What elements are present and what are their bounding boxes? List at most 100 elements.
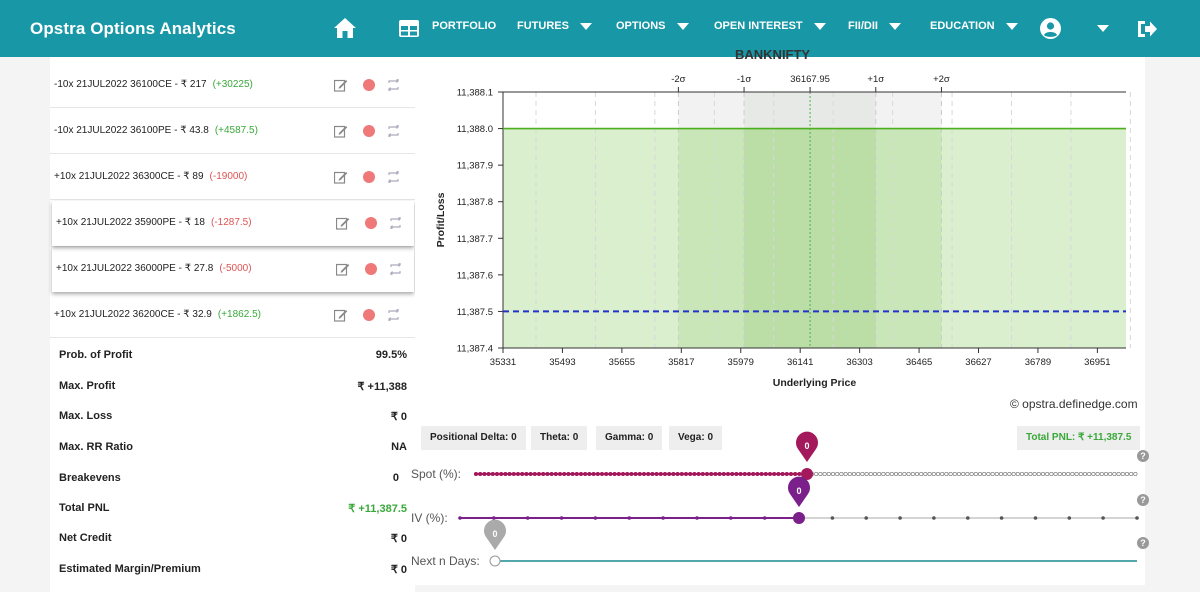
- spot-slider-step: [503, 471, 508, 477]
- spot-slider-step: [616, 471, 621, 477]
- nav-education[interactable]: EDUCATION: [930, 20, 1018, 32]
- nav-open-interest-label: OPEN INTEREST: [714, 20, 803, 32]
- swap-icon[interactable]: [386, 308, 401, 322]
- x-tick-label: 36627: [965, 357, 991, 368]
- spot-slider-step: [1120, 471, 1125, 477]
- help-icon[interactable]: ?: [1137, 494, 1149, 506]
- iv-slider-step: [932, 516, 936, 520]
- spot-slider-step: [793, 471, 798, 477]
- spot-slider-step: [763, 471, 768, 477]
- spot-slider-step: [751, 471, 756, 477]
- nav-fii-dii[interactable]: FII/DII: [848, 20, 901, 32]
- spot-slider-step: [549, 471, 554, 477]
- nav-open-interest[interactable]: OPEN INTEREST: [714, 20, 826, 32]
- spot-slider-step: [893, 471, 899, 477]
- edit-icon[interactable]: [336, 262, 350, 276]
- edit-icon[interactable]: [334, 308, 348, 322]
- spot-slider-step: [532, 471, 537, 477]
- help-icon[interactable]: ?: [1137, 537, 1149, 549]
- spot-slider-step: [759, 471, 764, 477]
- spot-slider-step: [1024, 471, 1029, 477]
- iv-slider-handle[interactable]: [793, 512, 805, 524]
- spot-slider-step: [696, 471, 701, 477]
- spot-slider-step: [494, 471, 500, 477]
- logout-icon[interactable]: [1136, 19, 1158, 39]
- spot-slider-step: [931, 471, 936, 477]
- toggle-leg-dot[interactable]: [365, 263, 377, 275]
- spot-slider-step: [646, 471, 651, 477]
- swap-icon[interactable]: [388, 216, 403, 230]
- simulation-controls: Positional Delta: 0 Theta: 0 Gamma: 0 Ve…: [411, 417, 1149, 585]
- credit-text: © opstra.definedge.com: [1010, 397, 1138, 411]
- spot-slider-step: [583, 471, 588, 477]
- swap-icon[interactable]: [386, 170, 401, 184]
- spot-slider-step: [1040, 471, 1046, 477]
- days-slider-label: Next n Days:: [411, 554, 480, 568]
- y-tick-label: 11,387.9: [457, 161, 493, 172]
- iv-slider-step: [492, 516, 496, 520]
- days-slider-handle[interactable]: [489, 555, 501, 567]
- spot-slider-step: [654, 471, 659, 477]
- spot-slider-step: [713, 471, 718, 477]
- nav-options[interactable]: OPTIONS: [616, 20, 689, 32]
- user-menu-chevron-icon[interactable]: [1097, 25, 1109, 32]
- nav-futures-label: FUTURES: [517, 20, 569, 32]
- spot-slider-step: [1074, 471, 1079, 477]
- spot-slider-step: [1070, 471, 1075, 477]
- leg-label: +10x 21JUL2022 36300CE - ₹ 89 (-19000): [54, 171, 247, 182]
- spot-slider-step: [784, 471, 789, 477]
- app-title[interactable]: Opstra Options Analytics: [30, 19, 236, 38]
- spot-slider-step: [902, 471, 907, 477]
- sigma-label: 36167.95: [790, 74, 830, 85]
- swap-icon[interactable]: [388, 262, 403, 276]
- swap-icon[interactable]: [386, 78, 401, 92]
- position-leg-row: +10x 21JUL2022 36300CE - ₹ 89 (-19000): [50, 155, 415, 200]
- toggle-leg-dot[interactable]: [363, 125, 375, 137]
- toggle-leg-dot[interactable]: [365, 217, 377, 229]
- nav-education-label: EDUCATION: [930, 20, 995, 32]
- edit-icon[interactable]: [334, 170, 348, 184]
- edit-icon[interactable]: [334, 124, 348, 138]
- user-account-icon[interactable]: [1040, 18, 1061, 39]
- chart-title: BANKNIFTY: [735, 47, 811, 62]
- spot-slider-step: [864, 471, 869, 477]
- iv-slider-step: [898, 516, 902, 520]
- help-icon[interactable]: ?: [1137, 450, 1149, 462]
- spot-slider-step: [973, 471, 978, 477]
- nav-portfolio[interactable]: PORTFOLIO: [432, 20, 496, 32]
- spot-slider-step: [608, 471, 613, 477]
- stat-label: Net Credit: [59, 532, 112, 544]
- stat-value: ₹ +11,387.5: [348, 503, 407, 515]
- spot-slider-step: [885, 471, 890, 477]
- spot-slider-handle[interactable]: [801, 468, 813, 480]
- edit-icon[interactable]: [336, 216, 350, 230]
- spot-slider-step: [1045, 471, 1050, 477]
- spot-slider-step: [1116, 471, 1121, 477]
- spot-slider-step: [977, 471, 983, 477]
- spot-slider-step: [843, 471, 848, 477]
- spot-slider-step: [620, 471, 626, 477]
- spot-value: 0: [804, 441, 809, 451]
- toggle-leg-dot[interactable]: [363, 171, 375, 183]
- stat-label: Estimated Margin/Premium: [59, 563, 201, 575]
- toggle-leg-dot[interactable]: [363, 79, 375, 91]
- swap-icon[interactable]: [386, 124, 401, 138]
- iv-slider-step: [627, 516, 632, 520]
- x-tick-label: 36141: [787, 357, 813, 368]
- edit-icon[interactable]: [334, 78, 348, 92]
- spot-slider-step: [1103, 471, 1109, 477]
- spot-slider-step: [486, 471, 491, 477]
- spot-slider-step: [1003, 471, 1008, 477]
- greek-gamma: Gamma: 0: [596, 426, 663, 450]
- strategy-panel: -10x 21JUL2022 36100CE - ₹ 217 (+30225) -1…: [50, 57, 415, 592]
- spot-slider-step: [956, 471, 962, 477]
- total-pnl-badge: Total PNL: ₹ +11,387.5: [1017, 426, 1141, 450]
- spot-slider-step: [952, 471, 957, 477]
- home-icon[interactable]: [333, 17, 357, 39]
- x-tick-label: 36465: [906, 357, 932, 368]
- spot-slider-step: [767, 471, 773, 477]
- toggle-leg-dot[interactable]: [363, 309, 375, 321]
- nav-futures[interactable]: FUTURES: [517, 20, 592, 32]
- spot-slider-step: [940, 471, 945, 477]
- spot-slider-step: [818, 471, 823, 477]
